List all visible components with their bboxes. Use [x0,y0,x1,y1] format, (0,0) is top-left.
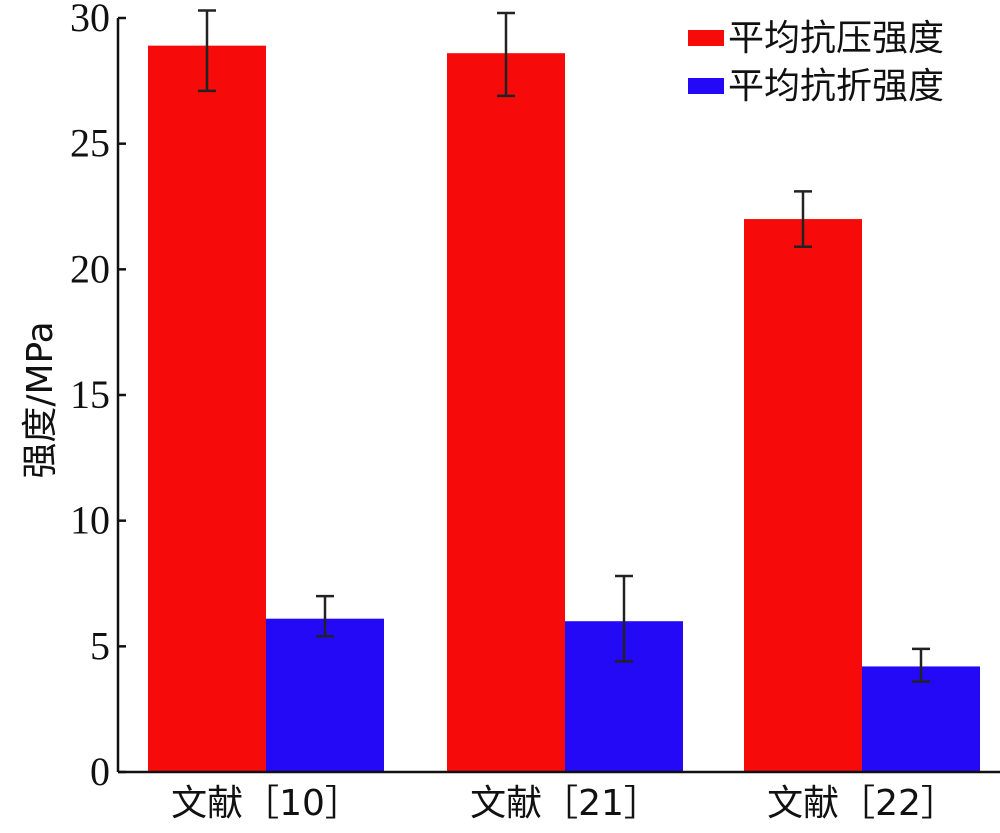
error-bar-series1-cat2 [497,11,515,98]
y-tick-label: 10 [70,498,110,543]
y-axis-title: 强度/MPa [20,321,61,478]
x-labels-layer: 文献［10］ 文献［21］ 文献［22］ [171,783,957,824]
error-bar-series2-cat2 [615,574,633,663]
y-tick-label: 25 [70,121,110,166]
error-bars-layer [198,9,930,683]
y-tick-label: 30 [70,0,110,40]
error-bar-series2-cat1 [316,594,334,638]
y-ticks-layer: 0 5 10 15 20 25 30 [70,0,126,794]
x-category-label: 文献［22］ [767,783,957,824]
y-tick-label: 5 [90,623,110,668]
x-category-label: 文献［10］ [171,783,361,824]
y-tick-label: 20 [70,246,110,291]
error-bar-series1-cat1 [198,9,216,93]
legend-swatch [688,78,724,94]
bar-series2-cat1 [266,618,384,772]
legend-swatch [688,30,724,46]
legend-label: 平均抗压强度 [728,18,944,59]
bar-series1-cat3 [744,219,862,773]
bars-layer [148,45,980,773]
error-bar-series1-cat3 [794,190,812,248]
bar-series1-cat1 [148,45,266,772]
error-bar-series2-cat3 [912,647,930,683]
legend-label: 平均抗折强度 [728,66,944,107]
y-tick-label: 0 [90,749,110,794]
legend-item-series1: 平均抗压强度 [688,18,944,59]
legend-item-series2: 平均抗折强度 [688,66,944,107]
x-category-label: 文献［21］ [470,783,660,824]
bar-series2-cat3 [862,666,980,772]
bar-series1-cat2 [447,53,565,773]
y-tick-label: 15 [70,372,110,417]
